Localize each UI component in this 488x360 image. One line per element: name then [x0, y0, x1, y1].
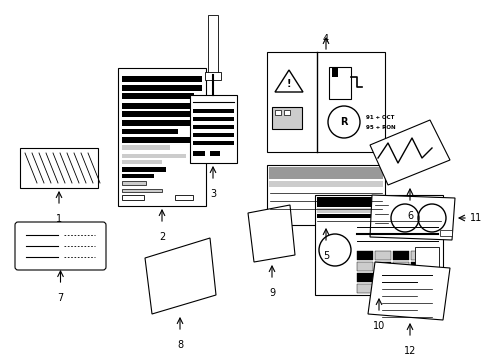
Bar: [392, 284, 408, 293]
Bar: [439, 230, 451, 236]
Bar: [207, 15, 218, 75]
Bar: [410, 284, 426, 293]
Bar: [122, 76, 202, 82]
Polygon shape: [367, 262, 449, 320]
Bar: [118, 68, 205, 206]
Text: 10: 10: [372, 321, 385, 331]
Bar: [122, 103, 202, 109]
Bar: [193, 109, 234, 113]
Bar: [175, 195, 192, 201]
Text: !: !: [286, 79, 291, 89]
Bar: [122, 85, 202, 91]
Bar: [193, 117, 234, 121]
Bar: [266, 52, 384, 152]
Bar: [410, 262, 426, 271]
Bar: [122, 137, 194, 143]
Bar: [392, 273, 408, 282]
Bar: [356, 251, 372, 260]
Bar: [122, 129, 178, 134]
Text: 91 + OCT: 91 + OCT: [365, 114, 393, 120]
Bar: [410, 251, 426, 260]
Bar: [122, 195, 143, 201]
Bar: [316, 208, 440, 213]
Bar: [374, 251, 390, 260]
Text: 5: 5: [322, 251, 328, 261]
Polygon shape: [369, 195, 454, 240]
Bar: [122, 174, 154, 178]
Bar: [204, 72, 221, 80]
Bar: [314, 195, 442, 295]
Bar: [392, 251, 408, 260]
Text: 8: 8: [177, 340, 183, 350]
Text: 6: 6: [406, 211, 412, 221]
Bar: [316, 197, 440, 207]
Bar: [122, 181, 146, 185]
Bar: [190, 95, 237, 163]
Bar: [122, 154, 185, 158]
Bar: [268, 181, 382, 187]
Bar: [414, 247, 438, 291]
Bar: [374, 262, 390, 271]
Polygon shape: [369, 120, 449, 185]
Text: R: R: [340, 117, 347, 127]
Bar: [374, 273, 390, 282]
Bar: [271, 107, 302, 129]
Text: 3: 3: [209, 189, 216, 199]
Bar: [209, 151, 220, 156]
Bar: [122, 161, 162, 164]
Polygon shape: [247, 205, 294, 262]
Text: 2: 2: [159, 232, 165, 242]
Bar: [356, 262, 372, 271]
Bar: [356, 273, 372, 282]
Text: 12: 12: [403, 346, 415, 356]
Bar: [122, 189, 162, 192]
Bar: [193, 141, 234, 145]
Text: 1: 1: [56, 214, 62, 224]
Bar: [122, 111, 190, 117]
Text: 9: 9: [268, 288, 274, 298]
Bar: [392, 262, 408, 271]
Polygon shape: [145, 238, 216, 314]
Bar: [122, 93, 194, 99]
Text: 11: 11: [469, 213, 481, 223]
Bar: [122, 145, 170, 150]
Bar: [328, 67, 350, 99]
Bar: [122, 85, 178, 90]
Text: 7: 7: [57, 293, 63, 303]
Bar: [266, 165, 384, 225]
Bar: [284, 110, 289, 115]
Bar: [274, 110, 281, 115]
Bar: [193, 151, 204, 156]
FancyBboxPatch shape: [15, 222, 106, 270]
Bar: [410, 273, 426, 282]
Bar: [356, 284, 372, 293]
Bar: [122, 121, 202, 126]
Bar: [193, 133, 234, 137]
Bar: [20, 148, 98, 188]
Bar: [268, 167, 382, 179]
Bar: [331, 67, 337, 77]
Text: 4: 4: [322, 34, 328, 44]
Bar: [374, 284, 390, 293]
Text: 95 + RON: 95 + RON: [365, 125, 395, 130]
Bar: [122, 167, 165, 171]
Bar: [316, 214, 440, 218]
Bar: [366, 211, 380, 221]
Bar: [193, 125, 234, 129]
